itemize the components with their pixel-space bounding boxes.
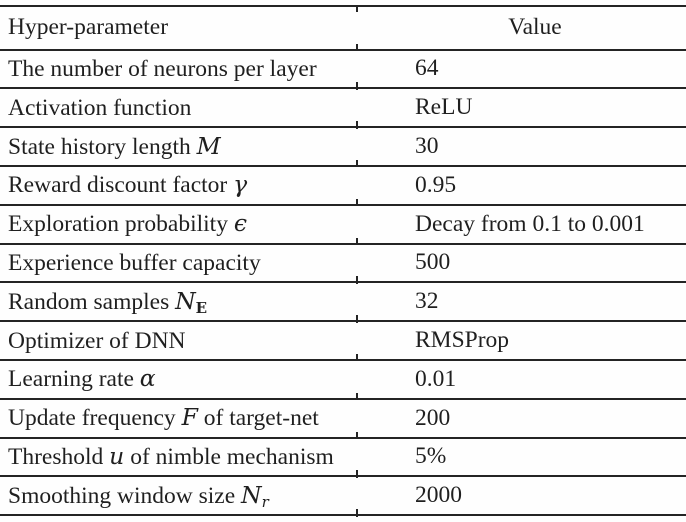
math-symbol: γ — [233, 170, 248, 199]
param-cell: Reward discount factor γ — [0, 170, 356, 200]
value-cell: 32 — [415, 288, 439, 315]
param-text: Update frequency — [8, 405, 182, 432]
subscript-bold: E — [195, 298, 208, 317]
param-cell: Update frequency F of target-net — [0, 403, 356, 433]
table-row-exploration-probability: Exploration probability ϵ Decay from 0.1… — [0, 206, 686, 245]
param-text: Reward discount factor — [8, 172, 234, 199]
value-cell: 30 — [415, 133, 439, 160]
param-text: Activation function — [8, 94, 192, 121]
param-text-post: of nimble mechanism — [124, 443, 334, 470]
param-cell: Optimizer of DNN — [0, 326, 356, 356]
param-text: Random samples — [8, 288, 176, 315]
value-cell: 2000 — [415, 482, 462, 509]
table-row-experience-buffer-capacity: Experience buffer capacity 500 — [0, 245, 686, 284]
col-header-value: Value — [508, 14, 562, 41]
value-cell: 5% — [415, 443, 447, 470]
param-cell: Random samples NE — [0, 287, 356, 317]
math-symbol: α — [139, 364, 156, 393]
param-cell: Learning rate α — [0, 364, 356, 394]
param-cell: Activation function — [0, 93, 356, 123]
param-text: Threshold — [8, 443, 110, 470]
table-row-optimizer: Optimizer of DNN RMSProp — [0, 322, 686, 362]
value-cell: 0.01 — [415, 365, 457, 392]
math-symbol: N — [241, 480, 262, 509]
table-row-reward-discount-factor: Reward discount factor γ 0.95 — [0, 167, 686, 207]
value-cell: ReLU — [415, 94, 473, 121]
table-row-threshold-nimble: Threshold u of nimble mechanism 5% — [0, 439, 686, 478]
col-header-hyperparameter: Hyper-parameter — [8, 14, 169, 41]
math-symbol: F — [181, 403, 198, 432]
param-text: Learning rate — [8, 366, 140, 393]
table-row-state-history-length: State history length M 30 — [0, 128, 686, 168]
param-text: Exploration probability — [8, 211, 234, 238]
param-text: State history length — [8, 133, 197, 160]
param-cell: Threshold u of nimble mechanism — [0, 442, 356, 472]
math-symbol: u — [109, 441, 125, 470]
param-cell: State history length M — [0, 132, 356, 162]
table-row-random-samples: Random samples NE 32 — [0, 283, 686, 323]
param-cell: Smoothing window size Nr — [0, 481, 356, 511]
value-cell: Decay from 0.1 to 0.001 — [415, 210, 645, 237]
math-symbol: M — [196, 131, 221, 160]
value-cell: 64 — [415, 55, 439, 82]
param-cell: Exploration probability ϵ — [0, 209, 356, 239]
value-cell: RMSProp — [415, 327, 510, 354]
param-text: Smoothing window size — [8, 482, 242, 509]
param-cell: The number of neurons per layer — [0, 54, 356, 84]
hyperparameter-table: Hyper-parameter Value The number of neur… — [0, 4, 686, 517]
table-row-neurons-per-layer: The number of neurons per layer 64 — [0, 51, 686, 90]
param-text-post: of target-net — [197, 405, 319, 432]
header-row: Hyper-parameter Value — [0, 4, 686, 51]
param-text: The number of neurons per layer — [8, 55, 317, 82]
table-row-learning-rate: Learning rate α 0.01 — [0, 361, 686, 401]
value-cell: 500 — [415, 249, 451, 276]
table-row-smoothing-window-size: Smoothing window size Nr 2000 — [0, 477, 686, 517]
param-cell: Experience buffer capacity — [0, 248, 356, 278]
param-text: Experience buffer capacity — [8, 249, 261, 276]
param-text: Optimizer of DNN — [8, 327, 186, 354]
value-cell: 0.95 — [415, 171, 457, 198]
table-row-update-frequency: Update frequency F of target-net 200 — [0, 400, 686, 439]
subscript-italic: r — [261, 492, 269, 511]
math-symbol: N — [175, 286, 196, 315]
table-row-activation-function: Activation function ReLU — [0, 89, 686, 129]
math-symbol: ϵ — [233, 209, 247, 238]
value-cell: 200 — [415, 404, 451, 431]
